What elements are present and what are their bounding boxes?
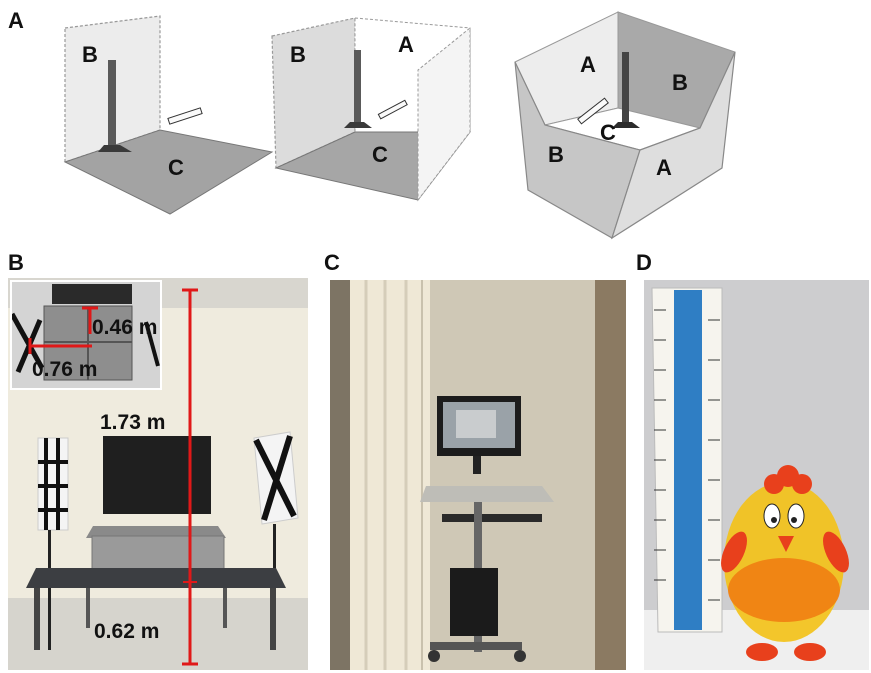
photo-room: 0.46 m 0.76 m 1.73 m 0.62 m [8,278,308,670]
inset-scene [9,282,160,388]
inset-top-view [9,280,162,390]
label-box2-b: B [290,42,306,67]
cart-tray [420,486,554,502]
panel-label-b: B [8,250,24,275]
label-box3-back-b: B [672,70,688,95]
ruler-blue-strip [674,290,702,630]
label-box3-center-c: C [600,120,616,145]
panel-label-d: D [636,250,652,275]
keyboard [442,514,542,522]
label-box3-front-b: B [548,142,564,167]
syringe-3 [577,97,609,125]
photo-toy [644,280,869,670]
label-box2-c: C [372,142,388,167]
syringe-2 [377,99,408,120]
measure-height: 1.73 m [100,411,166,434]
box-diagram-1: B C [63,15,274,215]
syringe-1 [167,107,203,125]
panel-label-a: A [8,8,24,33]
box-diagram-3: A B C B A [514,11,736,240]
door [595,280,626,670]
pole-1 [108,60,116,145]
measure-inset-depth: 0.46 m [92,316,158,339]
measure-inset-width: 0.76 m [32,358,98,381]
label-box2-a: A [398,32,414,57]
wall-b-2 [271,17,356,169]
pole-base-3 [612,122,640,128]
label-box1-b: B [82,42,98,67]
front-wall-a-3 [610,51,736,240]
toy-scene [644,280,869,670]
photo-workstation [330,280,626,670]
measure-table-height: 0.62 m [94,620,160,643]
toy-chick [721,465,849,661]
back-panel [103,436,211,514]
pole-2 [354,50,361,122]
panel-a-diagram: B C B A C A B C B A [63,11,736,240]
panel-label-c: C [324,250,340,275]
computer-tower [450,568,498,636]
pole-3 [622,52,629,122]
pole-base-1 [98,145,132,152]
label-box1-c: C [168,155,184,180]
side-wall-2 [417,26,471,202]
box-diagram-2: B A C [271,17,472,202]
table-top [26,568,286,588]
curtain [350,280,430,670]
label-box3-back-a: A [580,52,596,77]
workstation-scene [330,280,626,670]
pole-base-2 [344,122,372,128]
label-box3-front-a: A [656,155,672,180]
